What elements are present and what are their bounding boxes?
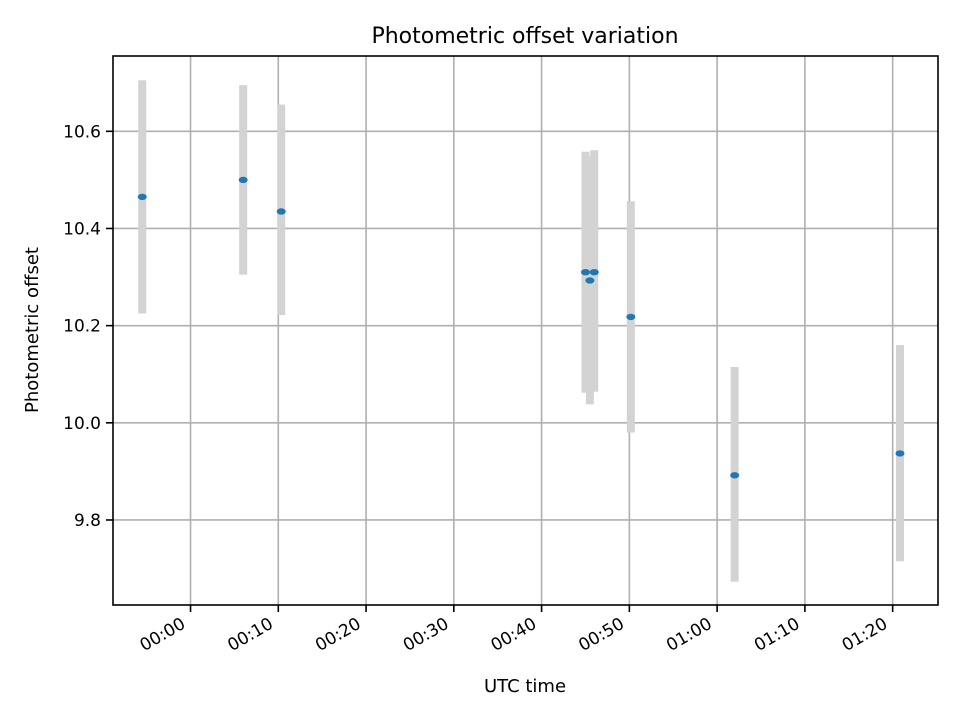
chart-title: Photometric offset variation <box>371 24 678 49</box>
y-tick-label: 10.2 <box>63 317 101 337</box>
x-tick-label: 00:00 <box>137 614 189 656</box>
error-bars <box>138 80 904 582</box>
x-tick-label: 00:30 <box>400 614 452 656</box>
x-tick-label: 00:20 <box>312 614 364 656</box>
grid <box>113 56 938 605</box>
x-tick-label: 00:50 <box>575 614 627 656</box>
x-tick-label: 00:10 <box>224 614 276 656</box>
data-point <box>585 277 595 284</box>
y-tick-label: 10.0 <box>63 414 101 434</box>
y-tick-label: 10.4 <box>63 219 101 239</box>
x-tick-label: 01:10 <box>751 614 803 656</box>
y-axis: 9.8 10.0 10.2 10.4 10.6 <box>63 122 113 531</box>
data-point <box>238 176 248 184</box>
y-tick-label: 9.8 <box>74 511 101 531</box>
data-point <box>589 268 599 276</box>
data-points <box>137 176 905 479</box>
data-point <box>895 450 905 457</box>
data-point <box>137 193 147 201</box>
x-axis-label: UTC time <box>484 676 566 697</box>
plot-frame <box>112 55 939 606</box>
y-axis-label: Photometric offset <box>22 247 43 413</box>
x-tick-label: 01:00 <box>663 614 715 656</box>
y-tick-label: 10.6 <box>63 122 101 142</box>
data-point <box>580 268 590 276</box>
data-point <box>730 472 740 479</box>
data-point <box>276 208 286 215</box>
x-tick-label: 01:20 <box>839 614 891 656</box>
data-point <box>626 313 636 321</box>
x-tick-label: 00:40 <box>488 614 540 656</box>
x-axis: 00:00 00:10 00:20 00:30 00:40 00:50 01:00 01:10… <box>137 605 894 656</box>
